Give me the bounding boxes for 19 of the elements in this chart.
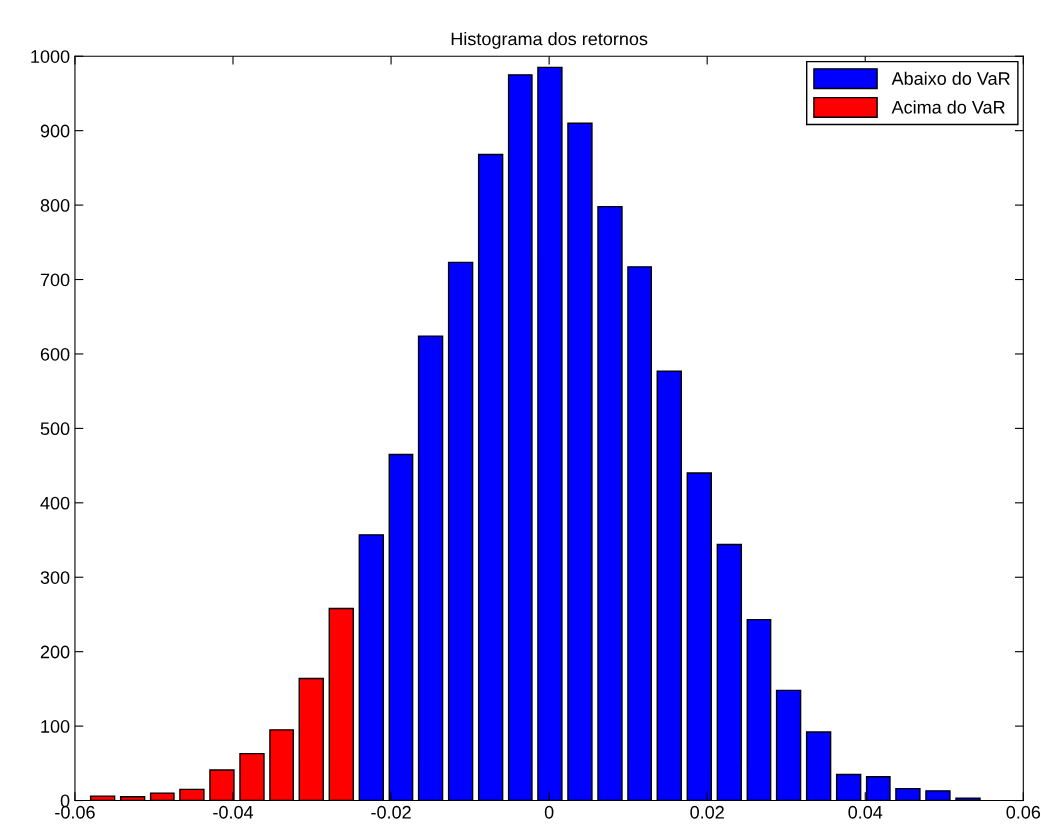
x-tick-label: -0.04: [213, 805, 254, 819]
x-tick-label: -0.02: [371, 805, 411, 819]
y-tick-label: 600: [40, 347, 70, 361]
x-tick-label: 0.06: [1006, 805, 1041, 819]
y-tick-label: 900: [40, 124, 70, 138]
y-tick-label: 300: [40, 571, 70, 584]
legend-label: Acima do VaR: [891, 100, 1005, 114]
chart-title: Histograma dos retornos: [451, 32, 648, 49]
y-tick-label: 200: [40, 645, 70, 659]
y-tick-label: 700: [40, 273, 70, 287]
y-tick-label: 1000: [31, 50, 70, 63]
x-tick-label: 0: [544, 805, 554, 819]
x-tick-label: 0.04: [848, 805, 883, 819]
legend-label: Abaixo do VaR: [891, 71, 1010, 85]
x-tick-label: 0.02: [690, 805, 724, 819]
y-tick-label: 400: [40, 496, 70, 510]
y-tick-label: 500: [40, 422, 70, 436]
y-tick-label: 800: [40, 199, 70, 212]
y-tick-label: 100: [41, 720, 70, 733]
